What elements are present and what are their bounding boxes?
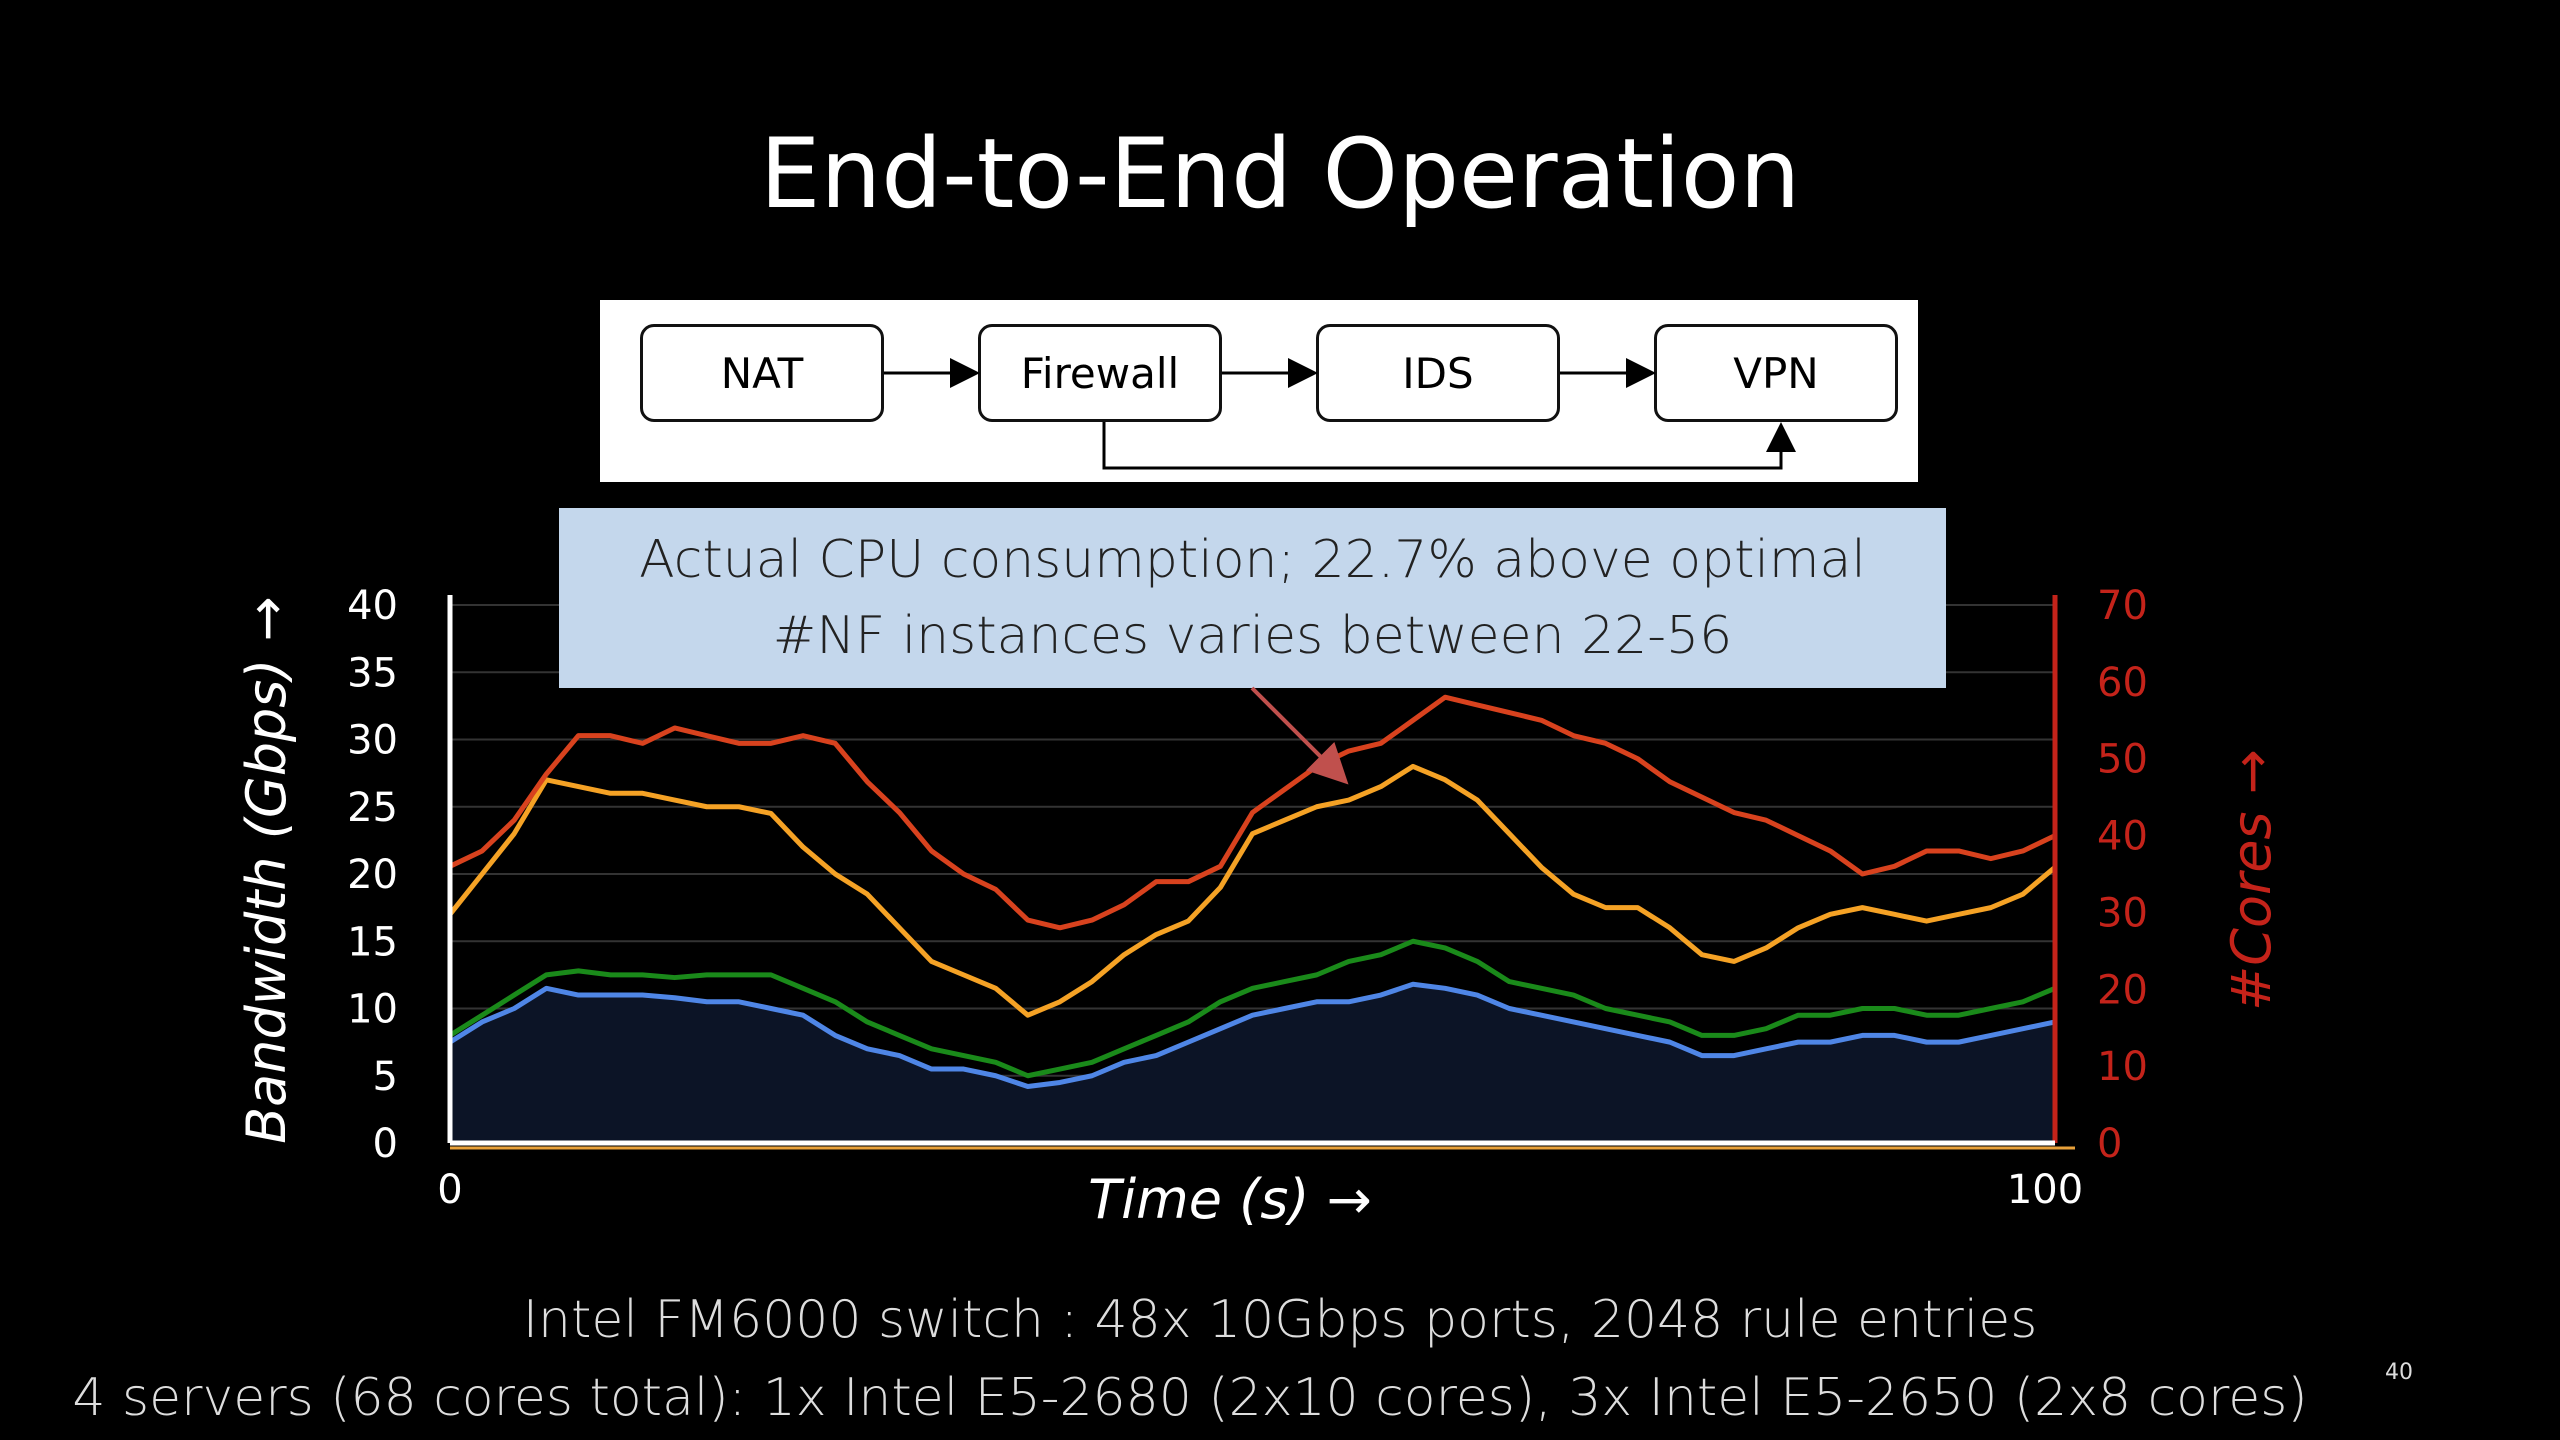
y2-tick-label: 10: [2097, 1044, 2148, 1090]
hardware-note-2: 4 servers (68 cores total): 1x Intel E5-…: [72, 1368, 2308, 1428]
vpn-node: VPN: [1654, 324, 1898, 422]
nf-chain-diagram: NAT Firewall IDS VPN: [600, 300, 1918, 482]
series-line-3: [448, 694, 2057, 931]
series-line-2: [448, 763, 2057, 1018]
edge-firewall-vpn: [1102, 422, 1796, 470]
slide-title: End-to-End Operation: [759, 118, 1801, 230]
y2-axis-label: #Cores →: [2220, 749, 2283, 1011]
series-line-1: [448, 938, 2056, 1079]
y-tick-label: 20: [347, 852, 398, 898]
series-line-0: [448, 981, 2056, 1090]
x-axis-label: Time (s) →: [1088, 1168, 1372, 1231]
x-tick-label: 0: [437, 1167, 462, 1213]
y-tick-label: 10: [347, 987, 398, 1033]
y2-tick-label: 30: [2097, 890, 2148, 936]
x-tick-label: 100: [2007, 1167, 2083, 1213]
y2-tick-label: 0: [2097, 1121, 2122, 1167]
callout-line-2: #NF instances varies between 22-56: [772, 606, 1733, 666]
y-tick-label: 30: [347, 718, 398, 764]
y2-tick-label: 20: [2097, 967, 2148, 1013]
series-area-0: [450, 984, 2055, 1143]
y2-tick-label: 40: [2097, 814, 2148, 860]
callout-line-1: Actual CPU consumption; 22.7% above opti…: [639, 530, 1866, 590]
y-tick-label: 0: [373, 1121, 398, 1167]
y-tick-label: 40: [347, 583, 398, 629]
y-tick-label: 25: [347, 785, 398, 831]
hardware-note-1: Intel FM6000 switch : 48x 10Gbps ports, …: [522, 1290, 2038, 1350]
y2-tick-label: 70: [2097, 583, 2148, 629]
ids-node: IDS: [1316, 324, 1560, 422]
y-tick-label: 5: [373, 1054, 398, 1100]
y-axis-label: Bandwidth (Gbps) →: [235, 596, 298, 1144]
callout-box: Actual CPU consumption; 22.7% above opti…: [559, 508, 1946, 688]
y-tick-label: 15: [347, 919, 398, 965]
nat-node: NAT: [640, 324, 884, 422]
diagram-edges: [884, 358, 1796, 470]
y2-tick-label: 50: [2097, 737, 2148, 783]
y-tick-label: 35: [347, 650, 398, 696]
y2-tick-label: 60: [2097, 660, 2148, 706]
page-number: 40: [2385, 1360, 2413, 1385]
